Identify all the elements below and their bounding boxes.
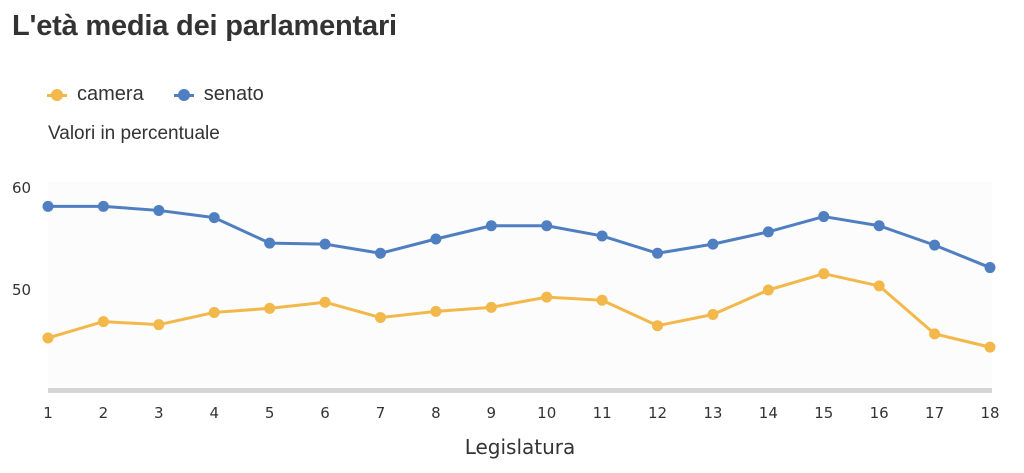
x-axis-line xyxy=(48,388,992,393)
data-point[interactable] xyxy=(818,268,830,280)
x-tick-label: 9 xyxy=(487,404,497,422)
data-point[interactable] xyxy=(430,305,442,317)
data-point[interactable] xyxy=(541,220,553,232)
data-point[interactable] xyxy=(762,226,774,238)
x-tick-label: 1 xyxy=(43,404,53,422)
legend-marker-senato-icon xyxy=(173,88,194,101)
data-point[interactable] xyxy=(873,220,885,232)
x-tick-label: 10 xyxy=(537,404,556,422)
data-point[interactable] xyxy=(208,212,220,224)
chart-title: L'età media dei parlamentari xyxy=(12,10,397,42)
data-point[interactable] xyxy=(596,230,608,242)
data-point[interactable] xyxy=(42,332,54,344)
data-point[interactable] xyxy=(929,239,941,251)
y-tick-label: 60 xyxy=(12,179,31,197)
legend: camera senato xyxy=(47,83,264,106)
x-tick-label: 11 xyxy=(593,404,612,422)
series-line xyxy=(47,272,991,349)
data-point[interactable] xyxy=(374,247,386,259)
data-point[interactable] xyxy=(873,280,885,292)
data-point[interactable] xyxy=(374,312,386,324)
data-point[interactable] xyxy=(929,328,941,340)
data-point[interactable] xyxy=(652,247,664,259)
data-point[interactable] xyxy=(762,284,774,296)
series-line xyxy=(48,204,991,269)
data-point[interactable] xyxy=(984,341,996,353)
data-point[interactable] xyxy=(319,296,331,308)
data-point[interactable] xyxy=(319,238,331,250)
y-axis: 50 60 xyxy=(12,179,31,299)
data-point[interactable] xyxy=(208,306,220,318)
x-tick-label: 8 xyxy=(431,404,441,422)
data-point[interactable] xyxy=(97,316,109,328)
x-tick-label: 3 xyxy=(154,404,164,422)
data-point[interactable] xyxy=(264,237,276,249)
data-point[interactable] xyxy=(707,238,719,250)
data-point[interactable] xyxy=(485,301,497,313)
x-tick-label: 6 xyxy=(320,404,330,422)
x-tick-label: 15 xyxy=(814,404,833,422)
data-point[interactable] xyxy=(430,233,442,245)
x-tick-label: 13 xyxy=(703,404,722,422)
x-axis: 1 2 3 4 5 6 7 8 9 10 11 12 13 14 15 16 17 18 xyxy=(43,404,999,422)
data-point[interactable] xyxy=(541,291,553,303)
x-tick-label: 2 xyxy=(99,404,109,422)
x-tick-label: 4 xyxy=(209,404,219,422)
data-point[interactable] xyxy=(652,320,664,332)
data-point[interactable] xyxy=(707,308,719,320)
data-point[interactable] xyxy=(596,294,608,306)
legend-item-camera[interactable]: camera xyxy=(47,83,144,106)
legend-label: camera xyxy=(77,83,144,105)
data-point[interactable] xyxy=(264,302,276,314)
data-point[interactable] xyxy=(818,211,830,223)
series-camera xyxy=(42,268,996,353)
x-tick-label: 12 xyxy=(648,404,667,422)
legend-marker-camera-icon xyxy=(47,88,67,101)
y-tick-label: 50 xyxy=(12,281,31,299)
chart-subtitle: Valori in percentuale xyxy=(48,123,220,144)
x-tick-label: 5 xyxy=(265,404,275,422)
x-tick-label: 16 xyxy=(870,404,889,422)
x-tick-label: 14 xyxy=(759,404,778,422)
data-point[interactable] xyxy=(97,200,109,212)
x-axis-label: Legislatura xyxy=(465,435,576,459)
x-tick-label: 7 xyxy=(376,404,386,422)
legend-item-senato[interactable]: senato xyxy=(173,83,264,106)
x-tick-label: 18 xyxy=(980,404,999,422)
data-point[interactable] xyxy=(42,200,54,212)
series-group xyxy=(42,200,996,353)
legend-label: senato xyxy=(203,83,264,105)
data-point[interactable] xyxy=(984,262,996,274)
data-point[interactable] xyxy=(153,319,165,331)
x-tick-label: 17 xyxy=(925,404,944,422)
data-point[interactable] xyxy=(153,204,165,216)
data-point[interactable] xyxy=(485,220,497,232)
series-senato xyxy=(42,200,996,274)
